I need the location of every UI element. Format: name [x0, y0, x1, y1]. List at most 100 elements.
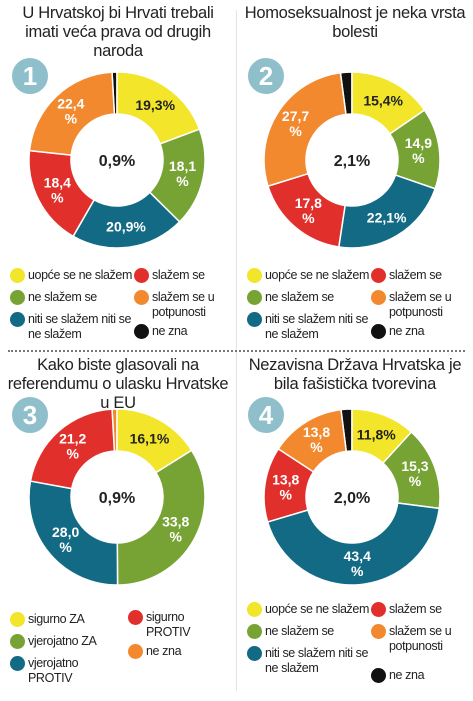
donut-chart-4: 11,8% 15,3 % 43,4 % 13,8 %13,8 % 2,0% 4 — [246, 395, 441, 586]
legend-label: vjerojatno ZA — [28, 634, 97, 648]
legend-swatch — [10, 634, 25, 649]
chart-title-3: Kako biste glasovali na referendumu o ul… — [7, 356, 229, 412]
legend-label: slažem se — [389, 268, 442, 282]
slice-value-label: 33,8% — [162, 513, 189, 544]
donut-slice-niti-se-slažem-niti-se-ne-slažem — [266, 502, 441, 586]
chart-number: 2 — [259, 61, 273, 91]
slice-value-label: 43,4% — [344, 548, 371, 579]
legend-swatch — [371, 290, 386, 305]
legend-swatch — [10, 612, 25, 627]
legend-label: ne zna — [152, 324, 188, 338]
legend-item-sigurno-za: sigurno ZA — [10, 612, 128, 627]
slice-value-label: 22,4% — [57, 95, 84, 126]
slice-value-label: 20,9% — [106, 218, 146, 234]
donut-slice-vjerojatno-za — [116, 449, 206, 586]
legend-swatch — [371, 602, 386, 617]
legend-item-slazem: slažem se — [371, 602, 467, 617]
legend-item-potpunosti: slažem se u potpunosti — [134, 290, 230, 320]
legend-item-ne-zna: ne zna — [371, 668, 467, 683]
center-value-label: 0,9% — [99, 490, 135, 507]
legend-label: vjerojatno PROTIV — [28, 656, 79, 685]
legend-swatch — [371, 268, 386, 283]
legend-swatch — [247, 268, 262, 283]
legend-item-potpunosti: slažem se u potpunosti — [371, 624, 467, 654]
legend-label: niti se slažem niti se ne slažem — [28, 312, 132, 341]
legend-item-potpunosti: slažem se u potpunosti — [371, 290, 467, 320]
donut-slice-slažem-se-u-potpunosti — [263, 71, 347, 188]
legend-swatch — [247, 290, 262, 305]
legend-item-uopce: uopće se ne slažem — [247, 268, 372, 283]
slice-value-label: 15,3% — [401, 458, 428, 489]
slice-value-label: 18,4% — [44, 174, 71, 205]
legend-swatch — [371, 624, 386, 639]
chart-panel-4: Nezavisna Država Hrvatska je bila fašist… — [237, 352, 473, 701]
slice-value-label: 19,3% — [135, 97, 175, 113]
legend-swatch — [247, 312, 262, 327]
legend-label: ne slažem se — [265, 290, 334, 304]
donut-slice-vjerojatno-protiv — [28, 480, 119, 586]
slice-value-label: 13,8% — [303, 424, 330, 455]
legend-item-ne-zna: ne zna — [371, 324, 467, 339]
legend-label: ne slažem se — [28, 290, 97, 304]
legend-label: sigurno PROTIV — [146, 610, 191, 639]
legend-label: ne zna — [146, 644, 182, 658]
slice-value-label: 16,1% — [130, 430, 170, 446]
legend-label: ne zna — [389, 668, 425, 682]
legend-swatch — [134, 290, 149, 305]
chart-number-badge — [10, 56, 50, 96]
legend-swatch — [371, 324, 386, 339]
legend-item-uopce: uopće se ne slažem — [247, 602, 372, 617]
legend-item-ne-zna: ne zna — [134, 324, 230, 339]
legend-item-ne-slazem: ne slažem se — [247, 290, 372, 305]
legend-swatch — [247, 624, 262, 639]
legend-item-ne-zna: ne zna — [128, 644, 210, 659]
legend-label: slažem se u potpunosti — [152, 290, 215, 319]
legend-swatch — [128, 644, 143, 659]
legend-label: slažem se — [152, 268, 205, 282]
chart-number: 1 — [23, 61, 37, 91]
legend-item-niti: niti se slažem niti se ne slažem — [10, 312, 133, 342]
legend-swatch — [134, 268, 149, 283]
legend-label: uopće se ne slažem — [28, 268, 132, 282]
chart-title-2: Homoseksualnost je neka vrsta bolesti — [244, 4, 466, 41]
legend-label: ne slažem se — [265, 624, 334, 638]
legend-4: uopće se ne slažem ne slažem se niti se … — [247, 598, 467, 692]
donut-slice-slažem-se-u-potpunosti — [28, 71, 116, 156]
legend-label: niti se slažem niti se ne slažem — [265, 312, 369, 341]
legend-3: sigurno ZA vjerojatno ZA vjerojatno PROT… — [10, 608, 230, 698]
legend-swatch — [371, 668, 386, 683]
legend-label: uopće se ne slažem — [265, 268, 369, 282]
center-value-label: 2,1% — [334, 153, 370, 170]
chart-panel-1: U Hrvatskoj bi Hrvati trebali imati veća… — [0, 0, 236, 350]
legend-2: uopće se ne slažem ne slažem se niti se … — [247, 264, 467, 344]
legend-item-slazem: slažem se — [134, 268, 230, 283]
slice-value-label: 18,1% — [169, 158, 196, 189]
legend-swatch — [134, 324, 149, 339]
chart-title-1: U Hrvatskoj bi Hrvati trebali imati veća… — [22, 4, 214, 60]
legend-swatch — [247, 646, 262, 661]
legend-label: sigurno ZA — [28, 612, 85, 626]
legend-label: ne zna — [389, 324, 425, 338]
center-value-label: 0,9% — [99, 153, 135, 170]
chart-title-4: Nezavisna Država Hrvatska je bila fašist… — [248, 356, 462, 393]
slice-value-label: 17,8% — [295, 195, 322, 226]
legend-swatch — [10, 656, 25, 671]
legend-item-ne-slazem: ne slažem se — [247, 624, 372, 639]
chart-number-badge — [246, 395, 286, 435]
legend-item-vjerojatno-protiv: vjerojatno PROTIV — [10, 656, 92, 686]
legend-swatch — [10, 290, 25, 305]
slice-value-label: 28,0% — [52, 524, 79, 555]
legend-item-slazem: slažem se — [371, 268, 467, 283]
legend-label: niti se slažem niti se ne slažem — [265, 646, 369, 675]
donut-slice-slažem-se-u-potpunosti — [277, 408, 348, 473]
legend-item-niti: niti se slažem niti se ne slažem — [247, 646, 370, 676]
slice-value-label: 27,7% — [282, 108, 309, 139]
legend-label: uopće se ne slažem — [265, 602, 369, 616]
slice-value-label: 14,9% — [405, 135, 432, 166]
legend-label: slažem se u potpunosti — [389, 290, 452, 319]
row-divider — [8, 350, 465, 352]
slice-value-label: 21,2% — [59, 431, 86, 462]
chart-number-badge — [10, 395, 50, 435]
legend-1: uopće se ne slažem ne slažem se niti se … — [10, 264, 230, 344]
slice-value-label: 13,8% — [272, 471, 299, 502]
